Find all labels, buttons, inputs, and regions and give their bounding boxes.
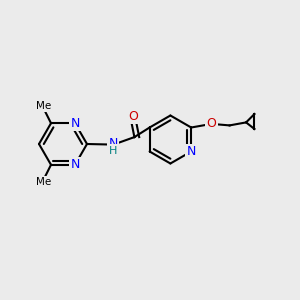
Text: O: O: [128, 110, 138, 123]
Text: N: N: [187, 145, 196, 158]
Text: N: N: [70, 158, 80, 171]
Text: Me: Me: [36, 101, 51, 111]
Text: H: H: [109, 146, 118, 156]
Text: Me: Me: [36, 177, 51, 187]
Text: N: N: [70, 117, 80, 130]
Text: N: N: [109, 136, 118, 150]
Text: O: O: [207, 117, 217, 130]
